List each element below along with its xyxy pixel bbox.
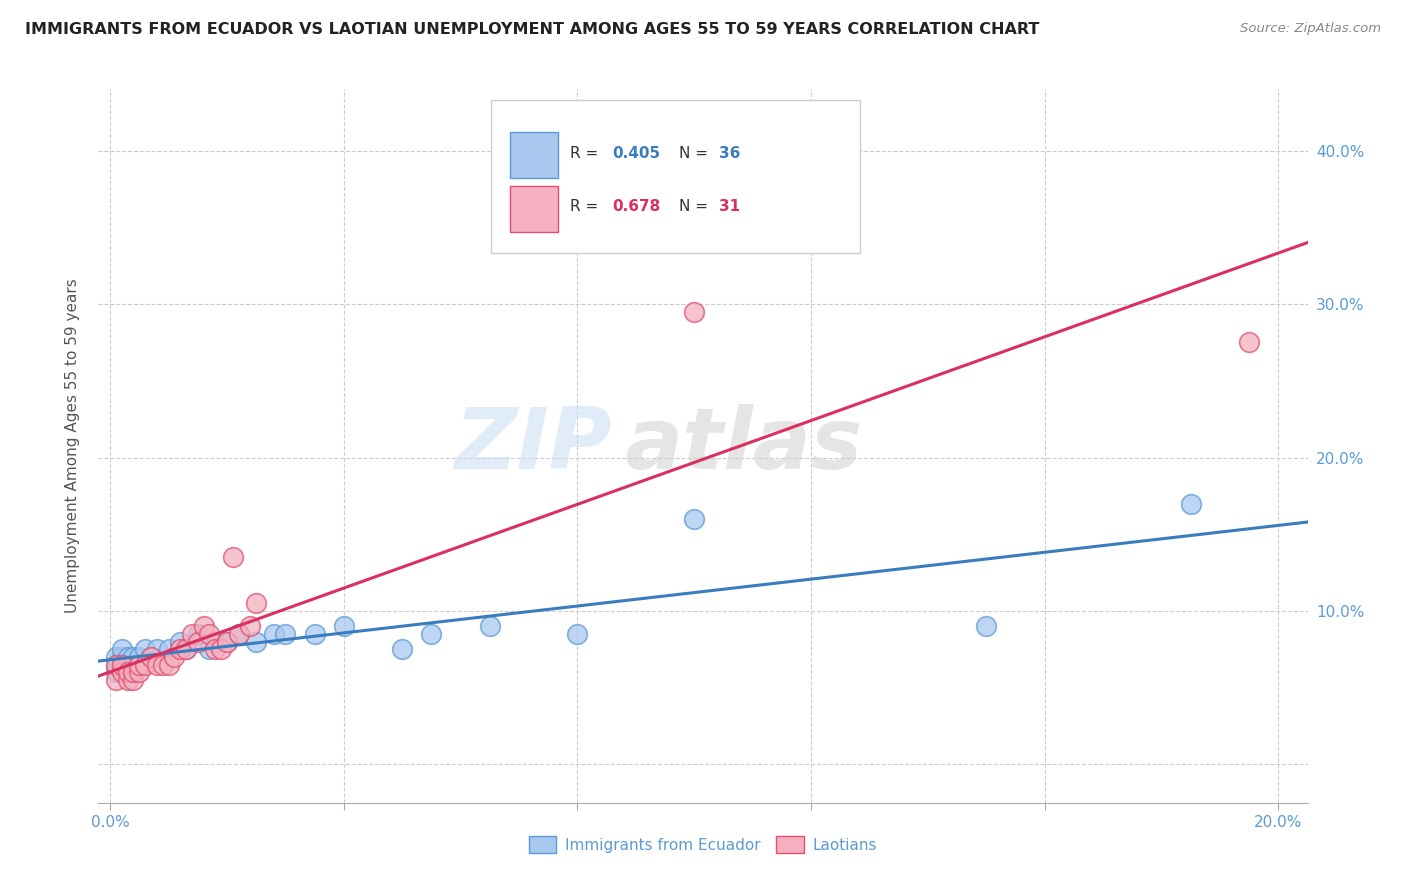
Point xyxy=(209,642,232,657)
Point xyxy=(263,627,285,641)
Point xyxy=(104,673,127,687)
Point xyxy=(117,665,139,680)
Point xyxy=(157,657,180,672)
Point xyxy=(198,627,221,641)
Point xyxy=(193,619,215,633)
Point xyxy=(174,642,197,657)
Point xyxy=(180,627,202,641)
Point xyxy=(134,657,156,672)
Point xyxy=(117,650,139,665)
Bar xyxy=(509,132,558,178)
Point xyxy=(169,634,191,648)
Point xyxy=(228,627,250,641)
Point xyxy=(239,619,262,633)
Point xyxy=(187,634,209,648)
Point xyxy=(117,657,139,672)
Point xyxy=(122,665,145,680)
Point xyxy=(1180,497,1202,511)
FancyBboxPatch shape xyxy=(492,100,860,253)
Point xyxy=(204,634,226,648)
Text: 36: 36 xyxy=(718,146,740,161)
Point xyxy=(1237,335,1260,350)
Point xyxy=(128,665,150,680)
Point xyxy=(122,650,145,665)
Point xyxy=(245,634,267,648)
Point xyxy=(146,642,169,657)
Point xyxy=(134,642,156,657)
Text: ZIP: ZIP xyxy=(454,404,613,488)
Point xyxy=(274,627,297,641)
Point xyxy=(104,650,127,665)
Point xyxy=(139,650,162,665)
Point xyxy=(111,665,134,680)
Text: 0.678: 0.678 xyxy=(613,200,661,214)
Point xyxy=(139,650,162,665)
Point xyxy=(111,657,134,672)
Point xyxy=(157,642,180,657)
Point xyxy=(122,657,145,672)
Point xyxy=(104,657,127,672)
Point xyxy=(128,657,150,672)
Point xyxy=(128,650,150,665)
Text: 31: 31 xyxy=(718,200,740,214)
Point xyxy=(215,634,238,648)
Point xyxy=(245,596,267,610)
Point xyxy=(174,642,197,657)
Text: IMMIGRANTS FROM ECUADOR VS LAOTIAN UNEMPLOYMENT AMONG AGES 55 TO 59 YEARS CORREL: IMMIGRANTS FROM ECUADOR VS LAOTIAN UNEMP… xyxy=(25,22,1039,37)
Point xyxy=(163,650,186,665)
Point xyxy=(332,619,354,633)
Text: R =: R = xyxy=(569,146,603,161)
Point xyxy=(420,627,443,641)
Point xyxy=(222,550,245,565)
Y-axis label: Unemployment Among Ages 55 to 59 years: Unemployment Among Ages 55 to 59 years xyxy=(65,278,80,614)
Point xyxy=(169,642,191,657)
Point xyxy=(111,642,134,657)
Point xyxy=(204,642,226,657)
Point xyxy=(111,657,134,672)
Point xyxy=(228,627,250,641)
Point xyxy=(152,657,174,672)
Point xyxy=(391,642,413,657)
Point xyxy=(104,657,127,672)
Point xyxy=(304,627,326,641)
Text: N =: N = xyxy=(679,146,713,161)
Text: 0.405: 0.405 xyxy=(613,146,661,161)
Text: Source: ZipAtlas.com: Source: ZipAtlas.com xyxy=(1240,22,1381,36)
Point xyxy=(683,512,706,526)
Point xyxy=(122,673,145,687)
Text: R =: R = xyxy=(569,200,603,214)
Legend: Immigrants from Ecuador, Laotians: Immigrants from Ecuador, Laotians xyxy=(523,830,883,859)
Point xyxy=(567,627,589,641)
Point xyxy=(974,619,997,633)
Point xyxy=(117,673,139,687)
Point xyxy=(146,657,169,672)
Point xyxy=(111,650,134,665)
Point xyxy=(215,634,238,648)
Text: atlas: atlas xyxy=(624,404,862,488)
Point xyxy=(104,665,127,680)
Point xyxy=(198,642,221,657)
Point xyxy=(187,627,209,641)
Point xyxy=(478,619,501,633)
Point xyxy=(128,657,150,672)
Text: N =: N = xyxy=(679,200,713,214)
Bar xyxy=(509,186,558,232)
Point xyxy=(683,304,706,318)
Point xyxy=(117,665,139,680)
